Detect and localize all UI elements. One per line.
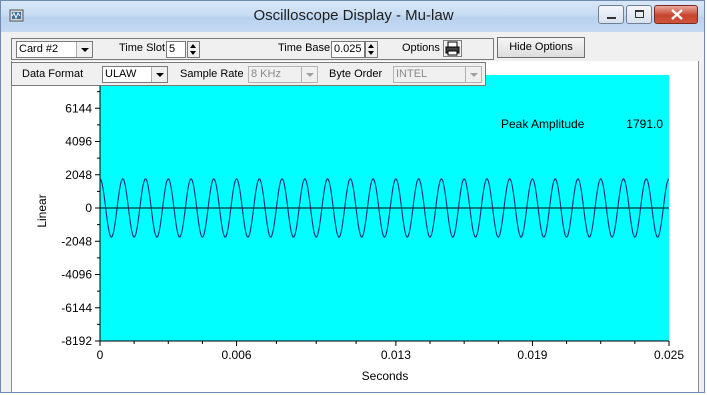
y-tick-label: 2048 <box>65 168 92 182</box>
byte-order-label: Byte Order <box>329 68 383 80</box>
oscilloscope-app-icon[interactable] <box>8 7 25 24</box>
printer-icon <box>445 41 460 56</box>
options-toolbar-row-2: Data Format ULAW Sample Rate 8 KHz Byte … <box>11 62 486 86</box>
chevron-down-icon[interactable] <box>76 42 92 57</box>
byte-order-value: INTEL <box>396 68 428 80</box>
y-tick-label: -6144 <box>61 301 92 315</box>
x-tick-label: 0.025 <box>654 348 684 362</box>
sample-rate-label: Sample Rate <box>180 68 244 80</box>
y-tick-label: 0 <box>85 201 92 215</box>
chevron-down-icon[interactable] <box>301 67 317 82</box>
y-tick-label: 4096 <box>65 135 92 149</box>
byte-order-select[interactable]: INTEL <box>393 66 482 83</box>
x-tick-label: 0.019 <box>517 348 547 362</box>
time-base-label: Time Base <box>278 42 331 54</box>
x-tick-label: 0.006 <box>222 348 252 362</box>
x-tick-label: 0.013 <box>381 348 411 362</box>
y-tick-label: -4096 <box>61 268 92 282</box>
time-slot-spinner[interactable] <box>187 41 200 58</box>
x-tick-label: 0 <box>97 348 104 362</box>
y-tick-label: -8192 <box>61 334 92 348</box>
peak-amplitude-value: 1791.0 <box>626 117 663 131</box>
peak-amplitude-label: Peak Amplitude <box>501 117 585 131</box>
time-slot-label: Time Slot <box>119 42 166 54</box>
time-slot-input[interactable]: 5 <box>166 41 186 58</box>
data-format-select[interactable]: ULAW <box>102 66 168 83</box>
options-label: Options <box>402 42 440 54</box>
hide-options-button[interactable]: Hide Options <box>497 37 585 58</box>
data-format-label: Data Format <box>22 68 84 80</box>
y-tick-label: -2048 <box>61 234 92 248</box>
toolbar-main: Card #2 Time Slot 5 Time Base 0.025 Opti… <box>1 32 704 62</box>
time-base-spinner[interactable] <box>365 41 378 58</box>
title-bar[interactable]: Oscilloscope Display - Mu-law <box>1 1 704 32</box>
window-title: Oscilloscope Display - Mu-law <box>253 7 454 24</box>
chevron-down-icon[interactable] <box>465 67 481 82</box>
print-button[interactable] <box>443 40 462 57</box>
oscilloscope-chart: 6144 4096 2048 0 -2048 -4096 -6144 -8192 0 0.006 0… <box>35 75 684 383</box>
close-icon <box>671 9 683 20</box>
x-axis-label: Seconds <box>362 369 409 383</box>
data-format-value: ULAW <box>105 68 137 80</box>
close-button[interactable] <box>654 5 698 24</box>
maximize-button[interactable] <box>626 5 652 24</box>
card-select-value: Card #2 <box>19 43 59 55</box>
card-select[interactable]: Card #2 <box>16 41 93 58</box>
sample-rate-select[interactable]: 8 KHz <box>248 66 318 83</box>
minimize-button[interactable] <box>598 5 624 24</box>
y-tick-label: 6144 <box>65 101 92 115</box>
waveform-trace <box>99 178 670 238</box>
maximize-icon <box>635 10 644 18</box>
minimize-icon <box>607 17 616 19</box>
scope-plot-frame: 6144 4096 2048 0 -2048 -4096 -6144 -8192 0 0.006 0… <box>11 61 699 392</box>
options-toolbar-row-1: Card #2 Time Slot 5 Time Base 0.025 Opti… <box>11 38 494 60</box>
y-axis-label: Linear <box>35 194 49 227</box>
sample-rate-value: 8 KHz <box>251 68 281 80</box>
time-base-input[interactable]: 0.025 <box>331 41 365 58</box>
chevron-down-icon[interactable] <box>151 67 167 82</box>
